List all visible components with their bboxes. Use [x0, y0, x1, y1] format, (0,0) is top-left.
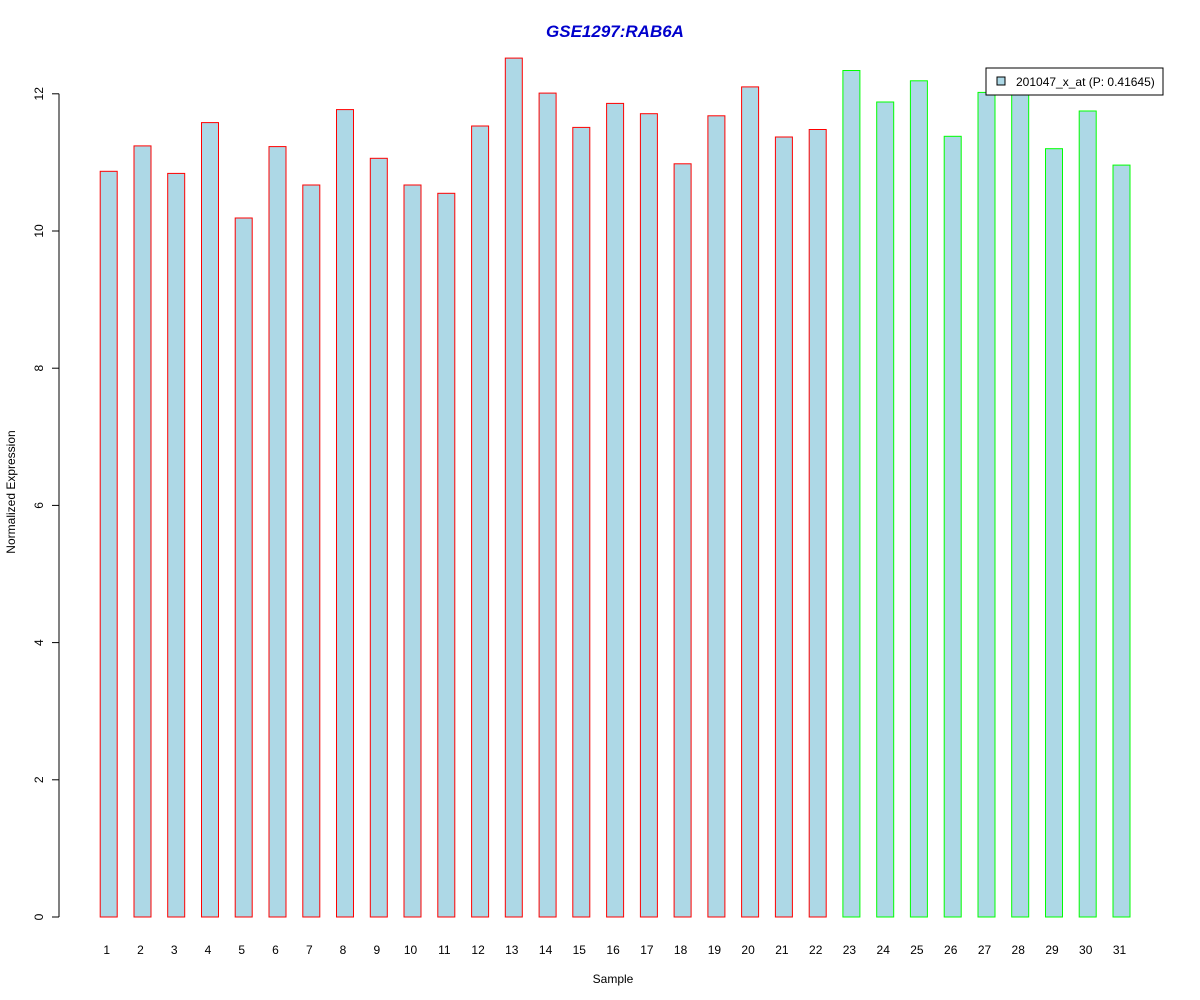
x-tick-label: 20	[741, 943, 755, 957]
bar-sample-20	[741, 86, 760, 918]
chart-title: GSE1297:RAB6A	[546, 22, 684, 41]
y-tick-label: 12	[32, 87, 46, 101]
x-tick-label: 26	[944, 943, 958, 957]
legend-box	[985, 67, 1164, 96]
bar-sample-6	[268, 146, 287, 918]
bar-sample-22	[808, 129, 827, 918]
bar-sample-19	[707, 115, 726, 918]
x-tick-label: 16	[606, 943, 620, 957]
bar-sample-26	[943, 135, 962, 918]
x-tick-label: 2	[137, 943, 144, 957]
bar-sample-13	[504, 57, 523, 918]
x-tick-label: 14	[539, 943, 553, 957]
y-tick-label: 4	[32, 639, 46, 646]
x-tick-label: 24	[877, 943, 891, 957]
bar-sample-12	[471, 125, 490, 918]
bar-sample-15	[572, 126, 591, 918]
bar-sample-31	[1112, 164, 1131, 918]
x-tick-label: 28	[1012, 943, 1026, 957]
x-tick-label: 8	[340, 943, 347, 957]
y-tick-label: 8	[32, 365, 46, 372]
bar-sample-5	[234, 217, 253, 918]
x-tick-label: 25	[910, 943, 924, 957]
x-tick-label: 23	[843, 943, 857, 957]
x-tick-label: 1	[103, 943, 110, 957]
bar-sample-1	[99, 170, 118, 918]
bar-sample-25	[909, 80, 928, 918]
bar-sample-11	[437, 192, 456, 918]
x-tick-label: 4	[205, 943, 212, 957]
x-tick-label: 18	[674, 943, 688, 957]
bar-sample-23	[842, 70, 861, 918]
x-tick-label: 21	[775, 943, 789, 957]
bars	[99, 57, 1131, 918]
y-tick-label: 6	[32, 502, 46, 509]
x-tick-label: 17	[640, 943, 654, 957]
bar-sample-10	[403, 184, 422, 918]
legend: 201047_x_at (P: 0.41645)	[985, 67, 1164, 96]
x-tick-label: 15	[573, 943, 587, 957]
bar-sample-14	[538, 92, 557, 918]
x-tick-label: 7	[306, 943, 313, 957]
bar-sample-21	[774, 136, 793, 918]
bar-sample-17	[639, 113, 658, 918]
bar-sample-29	[1045, 148, 1063, 918]
x-tick-label: 10	[404, 943, 418, 957]
bar-sample-24	[876, 101, 895, 918]
x-tick-label: 3	[171, 943, 178, 957]
bar-sample-4	[201, 122, 219, 918]
bar-sample-16	[606, 102, 625, 918]
x-axis-ticks: 1 2 3 4 5 6 7 8 9 10 11 12 13 14 15 16 17 18 19 20 21 22 23 24 2…	[103, 943, 1126, 957]
bar-sample-27	[977, 91, 996, 918]
y-tick-label: 2	[32, 776, 46, 783]
bar-sample-8	[336, 109, 354, 918]
x-tick-label: 6	[272, 943, 279, 957]
y-axis-title: Normalized Expression	[4, 430, 18, 553]
y-tick-label: 0	[32, 913, 46, 920]
legend-label: 201047_x_at (P: 0.41645)	[1016, 75, 1155, 89]
x-tick-label: 5	[238, 943, 245, 957]
x-tick-label: 22	[809, 943, 823, 957]
x-tick-label: 19	[708, 943, 722, 957]
bar-sample-3	[167, 172, 186, 918]
x-tick-label: 11	[438, 943, 451, 957]
x-tick-label: 27	[978, 943, 992, 957]
bar-sample-7	[302, 184, 321, 918]
bar-sample-28	[1011, 93, 1030, 918]
y-axis: 0 2 4 6 8 10 12	[32, 87, 60, 920]
bar-sample-9	[369, 157, 388, 918]
x-axis-title: Sample	[593, 972, 634, 986]
x-tick-label: 30	[1079, 943, 1093, 957]
x-tick-label: 31	[1113, 943, 1127, 957]
x-tick-label: 29	[1045, 943, 1059, 957]
bar-sample-2	[133, 145, 152, 918]
x-tick-label: 9	[373, 943, 380, 957]
bar-sample-18	[673, 163, 692, 918]
bar-sample-30	[1078, 110, 1097, 918]
legend-swatch	[996, 76, 1006, 86]
y-tick-label: 10	[32, 224, 46, 238]
x-tick-label: 13	[505, 943, 519, 957]
x-tick-label: 12	[471, 943, 485, 957]
